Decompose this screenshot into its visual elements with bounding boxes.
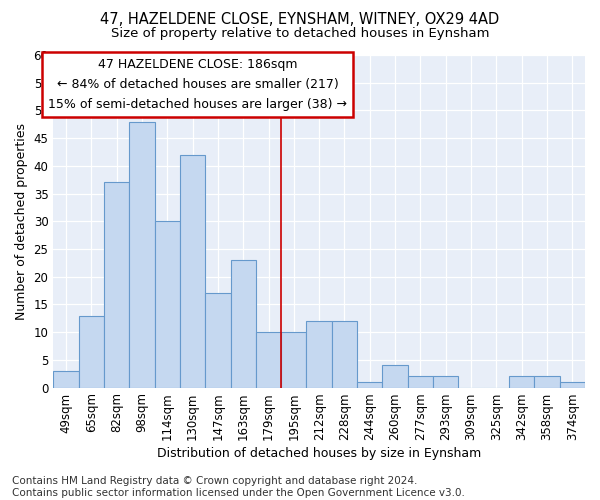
Bar bbox=[79, 316, 104, 388]
Text: 47, HAZELDENE CLOSE, EYNSHAM, WITNEY, OX29 4AD: 47, HAZELDENE CLOSE, EYNSHAM, WITNEY, OX… bbox=[100, 12, 500, 28]
Y-axis label: Number of detached properties: Number of detached properties bbox=[15, 123, 28, 320]
Bar bbox=[230, 260, 256, 388]
Bar bbox=[433, 376, 458, 388]
Bar bbox=[155, 222, 180, 388]
Bar bbox=[560, 382, 585, 388]
Bar bbox=[307, 321, 332, 388]
Bar bbox=[53, 371, 79, 388]
Bar bbox=[205, 294, 230, 388]
Bar bbox=[281, 332, 307, 388]
X-axis label: Distribution of detached houses by size in Eynsham: Distribution of detached houses by size … bbox=[157, 447, 481, 460]
Text: Contains HM Land Registry data © Crown copyright and database right 2024.
Contai: Contains HM Land Registry data © Crown c… bbox=[12, 476, 465, 498]
Bar bbox=[535, 376, 560, 388]
Bar bbox=[332, 321, 357, 388]
Bar bbox=[408, 376, 433, 388]
Bar bbox=[180, 155, 205, 388]
Bar bbox=[509, 376, 535, 388]
Bar bbox=[256, 332, 281, 388]
Text: Size of property relative to detached houses in Eynsham: Size of property relative to detached ho… bbox=[111, 28, 489, 40]
Text: 47 HAZELDENE CLOSE: 186sqm
← 84% of detached houses are smaller (217)
15% of sem: 47 HAZELDENE CLOSE: 186sqm ← 84% of deta… bbox=[48, 58, 347, 111]
Bar bbox=[357, 382, 382, 388]
Bar bbox=[382, 366, 408, 388]
Bar bbox=[129, 122, 155, 388]
Bar bbox=[104, 182, 129, 388]
